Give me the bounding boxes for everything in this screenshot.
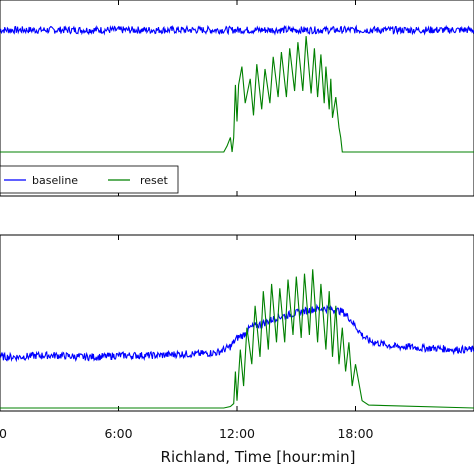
x-tick-label: 12:00 xyxy=(219,426,255,441)
top-panel: baseline reset xyxy=(0,0,474,197)
x-tick-label: 0 xyxy=(0,426,7,441)
series-line-reset xyxy=(0,269,474,409)
series-line-baseline xyxy=(0,303,474,363)
x-axis-label: Richland, Time [hour:min] xyxy=(161,448,356,466)
x-tick-labels: 0 6:00 12:00 18:00 xyxy=(0,426,374,441)
x-tick-label: 6:00 xyxy=(104,426,132,441)
series-line-reset xyxy=(0,36,474,153)
bottom-axes-frame xyxy=(0,234,474,412)
bottom-panel: 0 6:00 12:00 18:00 Richland, Time [hour:min… xyxy=(0,234,474,466)
legend-label-reset: reset xyxy=(140,174,169,187)
top-axes-ticks xyxy=(0,0,356,196)
legend-label-baseline: baseline xyxy=(32,174,78,187)
legend: baseline reset xyxy=(0,165,179,194)
x-tick-label: 18:00 xyxy=(337,426,373,441)
top-plot-area xyxy=(0,24,474,153)
legend-box xyxy=(0,165,179,194)
series-line-baseline xyxy=(0,24,474,36)
bottom-plot-area xyxy=(0,269,474,409)
